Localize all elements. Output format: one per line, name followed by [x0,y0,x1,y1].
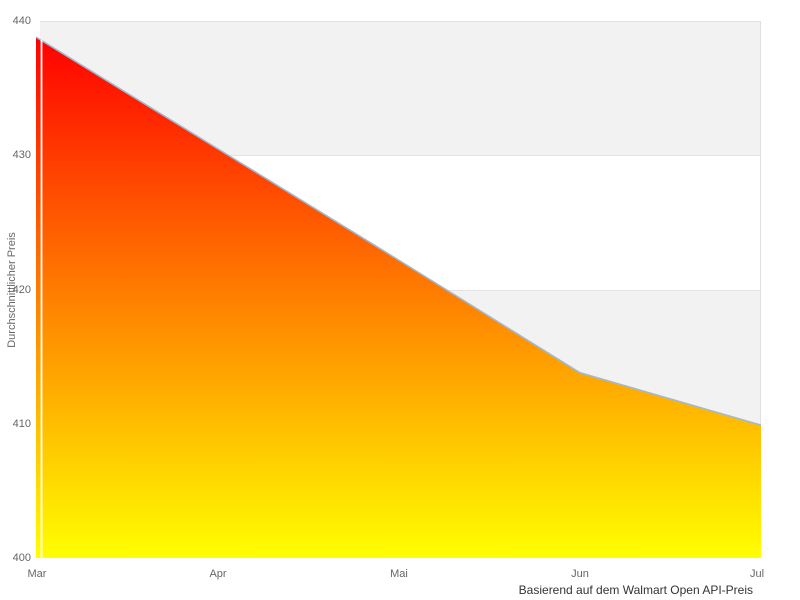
chart-caption: Basierend auf dem Walmart Open API-Preis [518,583,753,597]
x-tick-label: Jul [749,568,765,580]
y-tick-label: 400 [12,552,31,564]
x-tick-label: Apr [209,568,227,580]
y-tick-label: 410 [12,418,31,430]
y-axis-title: Durchschnittlicher Preis [6,232,18,348]
plot-right-border [760,21,761,558]
y-tick-label: 430 [12,149,31,161]
y-tick-label: 440 [12,15,31,27]
y-tick-label: 420 [12,284,31,296]
x-tick-label: Jun [571,568,589,580]
x-tick-label: Mai [390,568,408,580]
x-tick-label: Mar [27,568,47,580]
